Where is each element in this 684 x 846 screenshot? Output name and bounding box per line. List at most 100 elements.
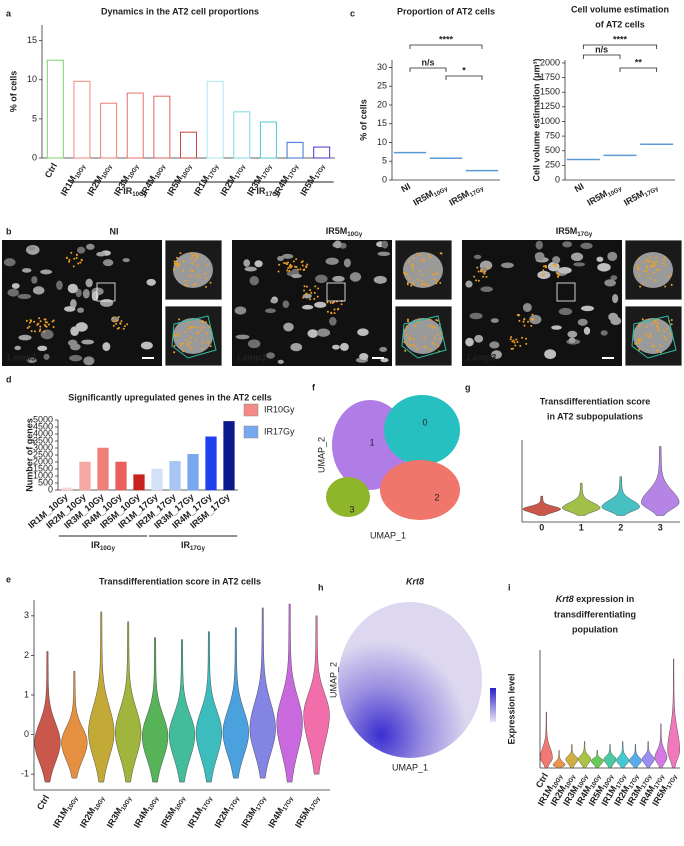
lamp3-dot	[188, 325, 191, 328]
lamp3-dot	[26, 326, 29, 329]
lamp3-dot	[413, 345, 416, 348]
lamp3-dot	[542, 269, 545, 272]
lamp3-dot	[39, 320, 42, 323]
lamp3-dot	[316, 295, 319, 298]
x-tick-label: IR1M17Gy	[192, 161, 220, 199]
lamp3-dot	[638, 274, 641, 277]
label-subscript: 17Gy	[233, 163, 247, 180]
lamp3-dot	[417, 278, 420, 281]
lamp3-dot	[191, 255, 194, 258]
nucleus	[85, 243, 95, 250]
lamp3-dot	[39, 325, 42, 328]
lamp3-dot	[119, 322, 122, 325]
lamp3-dot	[182, 269, 185, 272]
lamp3-dot	[313, 291, 316, 294]
x-tick-label: IR3M10Gy	[105, 793, 133, 831]
panel-label: e	[6, 574, 11, 584]
lamp3-dot	[202, 326, 205, 329]
violin	[34, 651, 61, 783]
label-subscript: 10Gy	[347, 231, 363, 238]
stain-label: Lamp3	[7, 352, 36, 362]
lamp3-dot	[173, 344, 176, 347]
lamp3-dot	[408, 277, 411, 280]
label-subscript: 10Gy	[100, 163, 114, 180]
lamp3-dot	[173, 268, 176, 271]
nucleus	[596, 256, 604, 262]
violin	[603, 744, 617, 769]
lamp3-dot	[651, 261, 654, 264]
violin	[88, 611, 115, 783]
lamp3-dot	[277, 270, 280, 273]
y-tick-label: 20	[377, 99, 387, 109]
nucleus	[102, 259, 114, 267]
nucleus	[77, 307, 85, 313]
lamp3-dot	[420, 283, 423, 286]
x-tick-label: 1	[579, 522, 584, 532]
lamp3-dot	[428, 254, 431, 257]
lamp3-dot	[295, 258, 298, 261]
lamp3-dot	[483, 272, 486, 275]
nucleus	[562, 241, 573, 248]
lamp3-dot	[194, 259, 197, 262]
lamp3-dot	[289, 263, 292, 266]
lamp3-dot	[196, 254, 199, 257]
nucleus	[315, 274, 328, 284]
lamp3-dot	[186, 343, 189, 346]
umap-cluster	[380, 460, 460, 520]
nucleus	[535, 240, 543, 250]
lamp3-dot	[120, 320, 123, 323]
lamp3-dot	[38, 330, 41, 333]
lamp3-dot	[313, 298, 316, 301]
lamp3-dot	[637, 339, 640, 342]
lamp3-dot	[662, 329, 665, 332]
nucleus	[597, 262, 611, 272]
group-label: IR17Gy	[256, 186, 281, 197]
lamp3-dot	[197, 331, 200, 334]
lamp3-dot	[301, 264, 304, 267]
label-main: IR	[256, 186, 266, 196]
lamp3-dot	[645, 325, 648, 328]
lamp3-dot	[416, 320, 419, 323]
nucleus	[67, 283, 78, 294]
lamp3-dot	[650, 264, 653, 267]
x-tick-label: IR2M17Gy	[219, 161, 247, 199]
lamp3-dot	[290, 265, 293, 268]
lamp3-dot	[209, 345, 212, 348]
lamp3-dot	[412, 257, 415, 260]
nucleus	[343, 258, 351, 268]
lamp3-dot	[416, 252, 419, 255]
lamp3-dot	[419, 254, 422, 257]
lamp3-dot	[436, 279, 439, 282]
lamp3-dot	[278, 263, 281, 266]
lamp3-dot	[173, 351, 176, 354]
lamp3-dot	[647, 260, 650, 263]
nucleus	[544, 349, 557, 360]
bar	[223, 421, 235, 491]
lamp3-dot	[186, 339, 189, 342]
lamp3-dot	[431, 326, 434, 329]
lamp3-dot	[655, 268, 658, 271]
nucleus	[316, 328, 331, 337]
label-subscript: 10Gy	[100, 545, 116, 552]
lamp3-dot	[174, 263, 177, 266]
umap-cluster	[326, 477, 370, 517]
lamp3-dot	[44, 321, 47, 324]
lamp3-dot	[655, 319, 658, 322]
cluster-label: 3	[349, 504, 354, 514]
nucleus	[529, 314, 542, 325]
nucleus	[27, 357, 37, 364]
lamp3-dot	[329, 301, 332, 304]
lamp3-dot	[646, 272, 649, 275]
lamp3-dot	[542, 274, 545, 277]
label-subscript: 10Gy	[127, 163, 141, 180]
lamp3-dot	[664, 338, 667, 341]
lamp3-dot	[65, 256, 68, 259]
zoom-box	[326, 282, 346, 302]
lamp3-dot	[72, 265, 75, 268]
lamp3-dot	[193, 284, 196, 287]
nucleus	[568, 337, 576, 344]
lamp3-dot	[473, 275, 476, 278]
nucleus	[332, 344, 340, 350]
nucleus	[580, 242, 593, 250]
lamp3-dot	[521, 336, 524, 339]
